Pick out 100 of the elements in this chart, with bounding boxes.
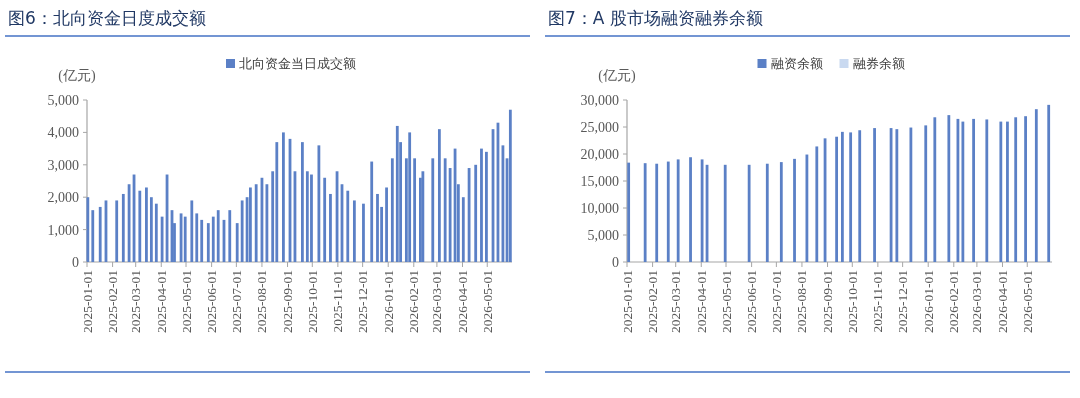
bar xyxy=(961,121,965,262)
bar xyxy=(840,131,844,262)
bar xyxy=(329,193,332,262)
bar xyxy=(200,219,204,262)
y-tick-label: 10,000 xyxy=(580,201,619,216)
x-tick-label: 2025-11-01 xyxy=(870,270,886,333)
bar xyxy=(352,200,356,262)
bar xyxy=(643,163,647,262)
x-tick-label: 2025-09-01 xyxy=(280,270,296,333)
bar xyxy=(999,121,1003,262)
x-tick-label: 2025-01-01 xyxy=(79,270,95,333)
x-tick-label: 2025-01-01 xyxy=(619,270,635,333)
x-tick-label: 2025-06-01 xyxy=(204,270,220,333)
bar xyxy=(689,157,692,262)
bar xyxy=(310,174,313,262)
y-tick-label: 5,000 xyxy=(587,228,619,243)
bar xyxy=(627,162,631,262)
x-tick-label: 2026-03-01 xyxy=(429,270,445,333)
bar xyxy=(676,159,680,262)
x-tick-label: 2025-03-01 xyxy=(128,270,144,333)
bar xyxy=(815,146,819,262)
y-tick-label: 20,000 xyxy=(580,147,619,162)
bar xyxy=(376,193,379,262)
bar xyxy=(1014,117,1018,262)
bar xyxy=(873,128,876,262)
x-tick-label: 2025-10-01 xyxy=(844,270,860,333)
bar xyxy=(421,171,425,262)
x-tick-label: 2026-02-01 xyxy=(946,270,962,333)
bar xyxy=(323,177,327,262)
x-tick-label: 2026-01-01 xyxy=(380,270,396,333)
bar xyxy=(1034,109,1038,262)
bar xyxy=(895,129,899,262)
legend-label: 融券余额 xyxy=(852,56,905,71)
chart-title: 图7：A 股市场融资融券余额 xyxy=(548,8,763,28)
bar xyxy=(138,190,142,262)
x-tick-label: 2025-04-01 xyxy=(693,270,709,333)
bar xyxy=(395,125,399,262)
x-tick-label: 2025-05-01 xyxy=(178,270,194,333)
x-tick-label: 2025-05-01 xyxy=(718,270,734,333)
bar xyxy=(947,115,951,262)
bar xyxy=(390,158,394,262)
bar xyxy=(765,163,769,262)
x-tick-label: 2025-03-01 xyxy=(668,270,684,333)
bar xyxy=(145,187,148,262)
y-tick-label: 15,000 xyxy=(580,174,619,189)
x-tick-label: 2025-06-01 xyxy=(744,270,760,333)
x-tick-label: 2026-04-01 xyxy=(454,270,470,333)
bar xyxy=(413,158,417,262)
bar xyxy=(195,213,199,262)
bar xyxy=(747,164,751,262)
x-tick-label: 2025-11-01 xyxy=(330,270,346,333)
bar xyxy=(972,118,975,262)
y-tick-label: 4,000 xyxy=(47,125,79,141)
y-tick-label: 0 xyxy=(72,255,79,270)
bar xyxy=(91,210,95,262)
x-tick-label: 2025-04-01 xyxy=(153,270,169,333)
x-tick-label: 2025-09-01 xyxy=(820,270,836,333)
y-tick-label: 5,000 xyxy=(47,93,79,108)
x-tick-label: 2026-02-01 xyxy=(406,270,422,333)
bar xyxy=(924,125,928,262)
bar xyxy=(300,142,304,262)
bar xyxy=(362,203,365,262)
x-tick-label: 2025-10-01 xyxy=(304,270,320,333)
x-tick-label: 2026-03-01 xyxy=(969,270,985,333)
bar xyxy=(858,130,862,262)
bar xyxy=(211,216,215,262)
bar xyxy=(461,197,465,262)
y-tick-label: 25,000 xyxy=(580,120,619,135)
y-axis-title: (亿元) xyxy=(598,68,636,84)
bar xyxy=(282,132,285,262)
bar xyxy=(508,109,512,262)
bar xyxy=(408,132,412,262)
bar xyxy=(448,168,452,262)
bar xyxy=(228,210,232,262)
x-tick-label: 2025-07-01 xyxy=(768,270,784,333)
bar xyxy=(254,184,258,262)
bar xyxy=(206,223,210,262)
bar xyxy=(909,127,913,262)
bar xyxy=(723,164,727,262)
bar xyxy=(190,200,194,262)
x-tick-label: 2025-02-01 xyxy=(105,270,121,333)
bar xyxy=(437,129,441,262)
bar xyxy=(183,216,187,262)
bar xyxy=(793,158,796,262)
bar xyxy=(154,203,158,262)
x-tick-label: 2026-05-01 xyxy=(1019,270,1035,333)
x-tick-label: 2025-12-01 xyxy=(895,270,911,333)
bar xyxy=(346,190,350,262)
bar xyxy=(655,163,659,262)
y-tick-label: 2,000 xyxy=(47,190,79,206)
bar xyxy=(1006,121,1009,262)
bar xyxy=(385,187,388,262)
y-tick-label: 0 xyxy=(612,255,619,270)
bar xyxy=(370,161,374,262)
y-tick-label: 30,000 xyxy=(580,93,619,108)
bar xyxy=(86,197,90,262)
x-tick-label: 2025-12-01 xyxy=(355,270,371,333)
legend-label: 北向资金当日成交额 xyxy=(239,56,356,71)
bar xyxy=(121,193,125,262)
x-tick-label: 2025-08-01 xyxy=(254,270,270,333)
